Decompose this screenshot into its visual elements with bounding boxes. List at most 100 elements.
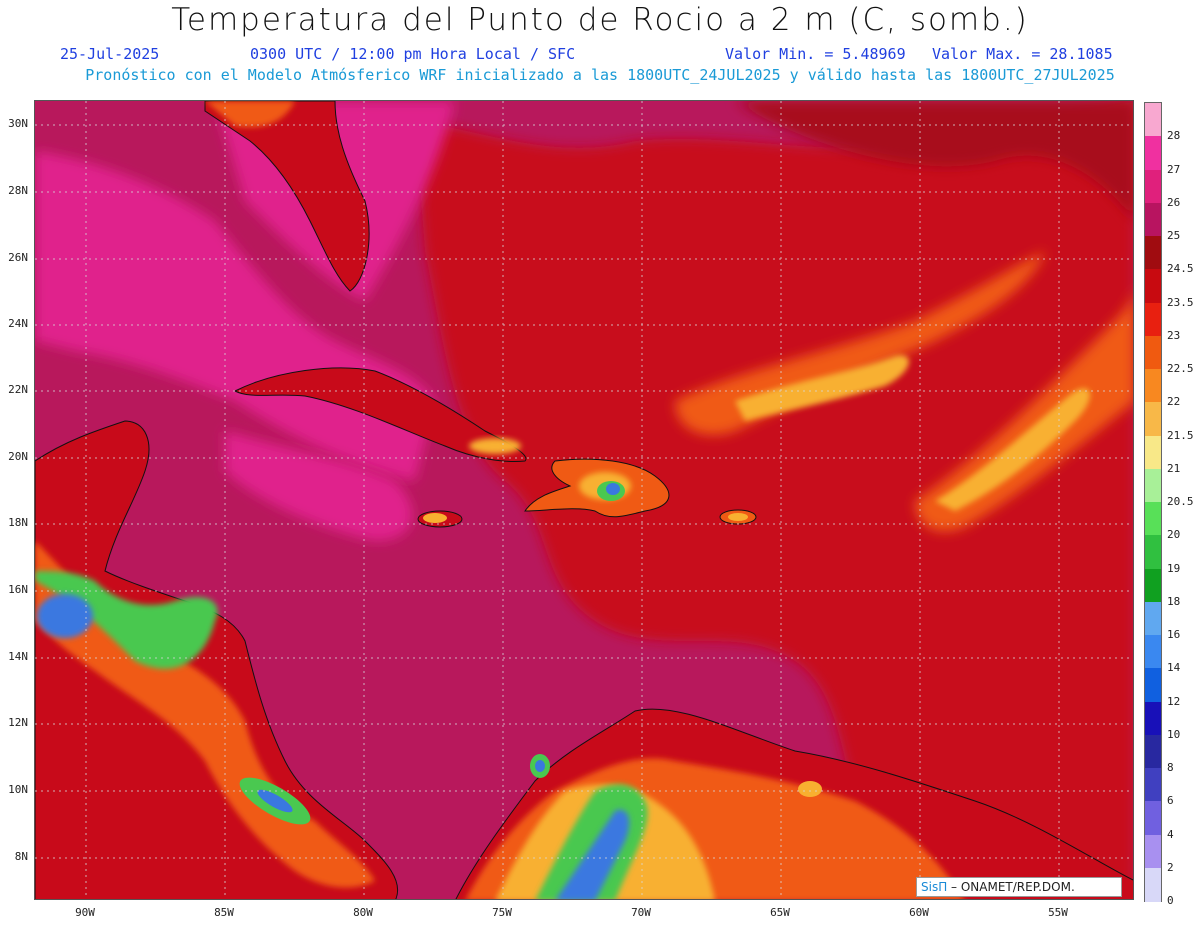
colorbar-segment [1145,202,1161,237]
lat-label-14n: 14N [8,650,28,663]
colorbar-segment [1145,601,1161,636]
colorbar-label: 10 [1167,727,1181,741]
colorbar-label: 20 [1167,528,1181,542]
colorbar-segment [1145,801,1161,835]
colorbar-segment [1145,103,1161,137]
andes-blue [556,809,630,899]
colorbar-label: 21 [1167,461,1181,475]
colorbar-segment [1145,169,1161,204]
colorbar-segment [1145,269,1161,303]
colorbar-label: 18 [1167,594,1181,608]
colorbar-label: 22 [1167,395,1181,409]
lat-label-12n: 12N [8,716,28,729]
colorbar-label: 27 [1167,162,1181,176]
colorbar-segment [1145,236,1161,270]
lat-label-18n: 18N [8,516,28,529]
florida [204,101,370,292]
valid-time: 0300 UTC / 12:00 pm Hora Local / SFC [250,45,576,63]
honduras-green [35,571,218,669]
colorbar-segment [1145,335,1161,370]
colorbar-label: 0 [1167,894,1174,907]
map-title: Temperatura del Punto de Rocio a 2 m (C,… [171,2,1029,38]
colorbar-segment [1145,136,1161,170]
credit-box: SisΠ – ONAMET/REP.DOM. [916,877,1122,897]
colorbar-segment [1145,468,1161,503]
lat-lon-grid [35,101,1133,899]
lon-label-90w: 90W [75,906,95,919]
colorbar-segment [1145,701,1161,736]
colorbar-label: 4 [1167,827,1174,841]
guatemala-blue [37,594,93,638]
lat-label-22n: 22N [8,383,28,396]
colorbar-label: 12 [1167,694,1181,708]
lat-label-30n: 30N [8,117,28,130]
lat-label-8n: 8N [14,850,28,863]
costa-rica-blue [257,789,293,813]
colorbar-label: 26 [1167,195,1181,209]
colorbar-label: 8 [1167,761,1174,774]
lon-label-55w: 55W [1048,906,1068,919]
colorbar-segment [1145,435,1161,470]
lon-label-60w: 60W [909,906,929,919]
pink-region-caribbean [225,431,413,541]
colorbar-segment [1145,302,1161,337]
map-canvas [35,101,1133,899]
valid-date: 25-Jul-2025 [60,45,160,63]
hispaniola-blue [606,483,620,495]
colorbar-label: 2 [1167,860,1174,874]
colorbar-label: 14 [1167,661,1181,675]
colorbar-label: 22.5 [1167,362,1194,375]
lat-label-28n: 28N [8,184,28,197]
lat-label-20n: 20N [8,450,28,463]
colorbar-label: 16 [1167,628,1181,641]
venezuela-yellow [798,781,822,797]
lat-label-24n: 24N [8,317,28,330]
colorbar-segment [1145,369,1161,403]
colorbar-label: 20.5 [1167,495,1194,508]
colorbar-label: 24.5 [1167,262,1194,276]
colorbar-label: 6 [1167,794,1174,808]
colorbar-segment [1145,535,1161,569]
colorbar-label: 23 [1167,328,1181,342]
colorbar-segment [1145,568,1161,603]
lat-label-10n: 10N [8,783,28,796]
colorbar-segment [1145,502,1161,536]
min-value: Valor Min. = 5.48969 [725,45,906,63]
colorbar-label: 28 [1167,129,1181,143]
forecast-info: Pronóstico con el Modelo Atmósferico WRF… [85,66,1115,84]
colorbar-segment [1145,867,1161,902]
lon-label-85w: 85W [214,906,234,919]
max-value: Valor Max. = 28.1085 [932,45,1113,63]
lon-label-75w: 75W [492,906,512,919]
credit-org: – ONAMET/REP.DOM. [947,880,1075,894]
colorbar-segment [1145,768,1161,802]
darkred-region-north [735,101,1133,219]
florida-north-warm [205,101,295,128]
lat-label-16n: 16N [8,583,28,596]
cuba [233,367,527,462]
colorbar-segment [1145,834,1161,869]
lon-label-70w: 70W [631,906,651,919]
cuba-east-warm [469,438,521,454]
colorbar-segment [1145,668,1161,702]
jamaica-warm [423,513,447,523]
colorbar-segment [1145,402,1161,436]
orange-band-1 [675,251,1045,435]
colorbar-label: 21.5 [1167,428,1194,442]
colorbar-segment [1145,635,1161,669]
orange-band-2 [915,294,1133,532]
lat-label-26n: 26N [8,251,28,264]
red-region-east [415,101,1133,899]
yellow-band-1 [735,355,909,421]
colorbar [1144,102,1162,902]
yellow-band-2 [935,388,1090,511]
colorbar-label: 19 [1167,561,1181,575]
sierra-nevada-blue [535,760,545,772]
colorbar-segment [1145,734,1161,769]
puerto-rico-warm [728,513,748,521]
lon-label-65w: 65W [770,906,790,919]
colorbar-label: 25 [1167,229,1181,242]
colorbar-label: 23.5 [1167,295,1194,309]
credit-brand: SisΠ [921,880,948,894]
dewpoint-map [34,100,1134,900]
